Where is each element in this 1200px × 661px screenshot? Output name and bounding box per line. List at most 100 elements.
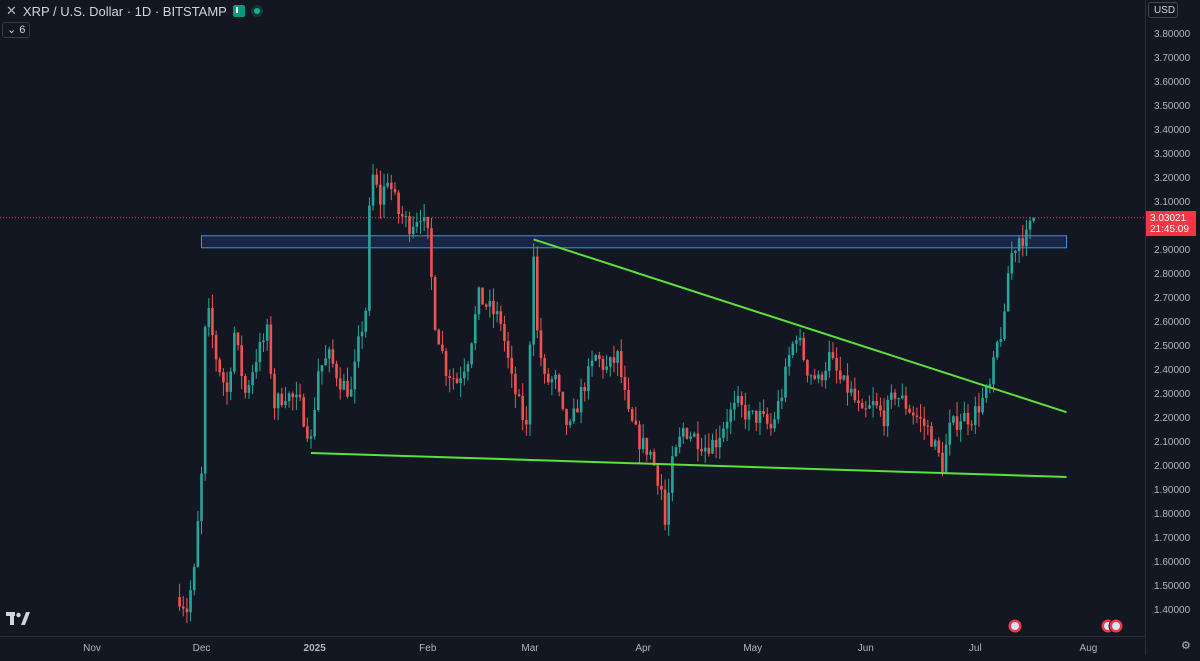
time-tick-label: Feb [419,643,437,654]
candle-body [853,388,857,401]
candle-body [992,357,995,385]
last-price-tag: 3.03021 21:45:09 [1146,210,1196,236]
market-status-icon[interactable] [250,5,263,17]
indicator-count: 6 [19,24,26,36]
price-tick-label: 1.90000 [1154,485,1191,496]
candle-body [291,393,295,398]
candle-body [247,385,251,393]
candle-body [696,433,700,449]
candle-body [364,310,368,332]
candle-body [426,217,430,229]
candle-body [273,373,276,409]
candle-body [729,409,733,422]
candle-body [455,378,459,383]
candle-body [1010,252,1014,274]
symbol-header: ✕ XRP / U.S. Dollar · 1D · BITSTAMP [6,3,263,19]
price-chart[interactable] [0,0,1145,636]
candle-body [970,424,973,426]
candle-body [711,439,714,454]
candle-body [703,447,707,452]
candle-body [623,376,627,390]
candle-body [444,350,448,377]
candle-body [386,182,389,187]
candle-body [937,440,941,453]
candle-body [225,382,229,392]
candle-body [860,403,864,409]
candle-body [448,376,451,378]
candle-body [258,342,262,363]
candle-body [390,182,393,190]
time-tick-label: Jun [858,643,874,654]
candle-body [776,401,780,420]
candle-body [1017,238,1021,251]
candle-body [908,408,911,413]
candle-body [196,521,200,567]
candle-body [499,311,503,324]
candle-body [254,362,258,373]
candle-body [988,384,992,387]
candle-body [240,345,243,376]
candle-body [879,405,882,411]
candle-body [346,380,349,397]
price-tick-label: 1.40000 [1154,605,1191,616]
candle-body [652,451,656,466]
candle-body [714,439,718,448]
time-axis[interactable]: Nov Dec 2025 Feb Mar Apr May Jun Jul Aug [0,636,1145,655]
candle-body [744,404,747,420]
price-tick-label: 2.60000 [1154,317,1191,328]
price-tick-label: 2.50000 [1154,341,1191,352]
price-tick-label: 2.80000 [1154,269,1191,280]
candle-body [525,420,528,425]
candle-body [357,336,360,362]
candle-body [933,440,937,447]
candle-body [875,401,879,406]
symbol-title[interactable]: XRP / U.S. Dollar · 1D · BITSTAMP [22,3,227,19]
candle-body [911,412,915,416]
candle-body [1021,238,1025,247]
candle-body [452,377,455,379]
candle-body [331,349,335,364]
candle-body [284,401,287,406]
candle-body [276,393,280,409]
flag-icon[interactable] [232,5,245,17]
time-tick-label: Nov [83,643,101,654]
candle-body [251,372,254,386]
candle-body [302,397,305,427]
tradingview-logo-icon[interactable] [6,612,30,631]
close-icon[interactable]: ✕ [6,3,17,18]
candle-body [806,359,809,376]
candle-body [769,423,773,429]
candle-body [371,174,375,206]
candle-body [849,388,853,393]
candle-body [601,358,605,370]
last-price-value: 3.03021 [1150,212,1187,224]
candle-body [430,228,433,278]
chevron-down-icon: ⌄ [7,24,17,36]
time-tick-label: Jul [969,643,982,654]
candle-body [244,375,247,393]
candle-body [400,214,404,217]
candle-body [335,363,338,379]
candle-body [437,329,441,345]
candle-body [835,357,838,371]
price-axis[interactable]: 1.40000 1.50000 1.60000 1.70000 1.80000 1.900… [1145,0,1200,655]
candle-body [893,392,897,399]
chart-area[interactable] [0,0,1145,636]
candle-body [609,357,612,367]
candle-body [287,393,291,402]
candle-body [926,425,930,427]
candle-body [466,364,470,372]
candle-body [959,421,962,430]
indicators-toggle-button[interactable]: ⌄ 6 [2,22,31,38]
candle-body [919,416,922,419]
candle-body [342,380,346,390]
candle-body [641,437,645,450]
gear-icon[interactable]: ⚙ [1181,640,1191,652]
time-tick-label: Dec [193,643,211,654]
time-tick-label: May [743,643,762,654]
candle-body [736,395,740,403]
candle-body [882,410,886,427]
candle-body [546,373,550,383]
price-tick-label: 2.90000 [1154,245,1191,256]
currency-selector[interactable]: USD [1148,2,1178,18]
